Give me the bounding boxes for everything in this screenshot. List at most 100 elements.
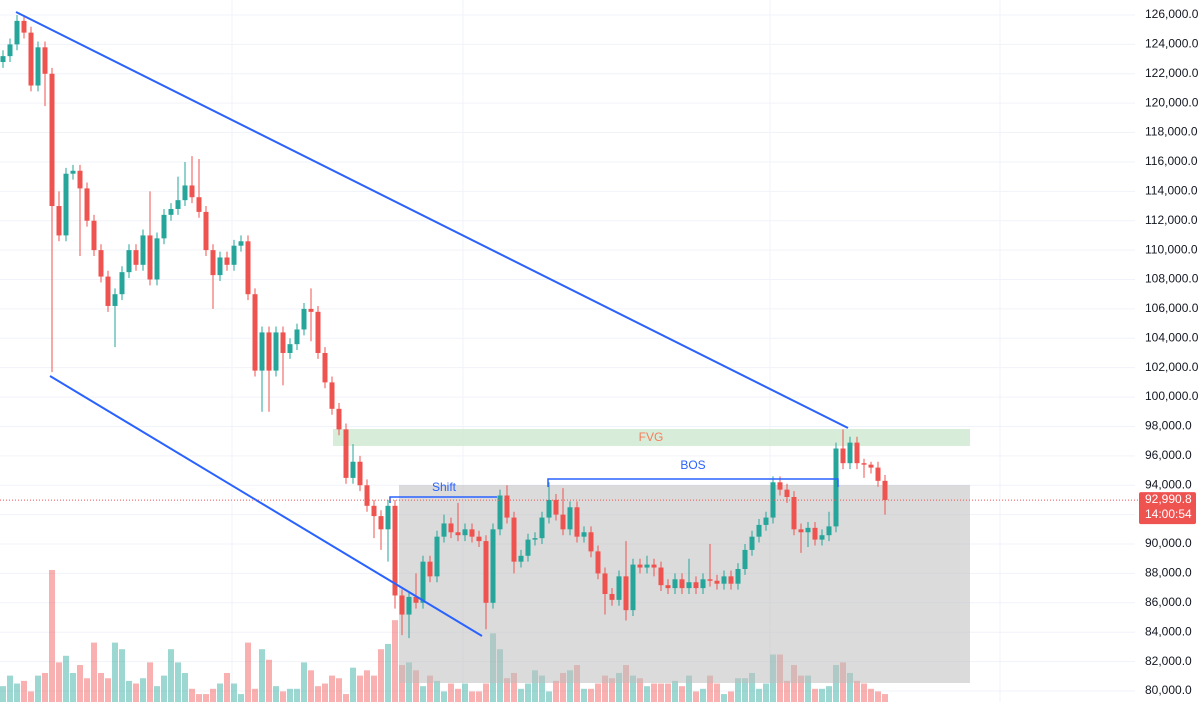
- volume-bar: [56, 662, 62, 702]
- candle-body: [357, 461, 363, 486]
- candle-body: [154, 238, 160, 280]
- volume-bar: [259, 649, 265, 702]
- volume-bar: [175, 662, 181, 702]
- y-tick-label: 122,000.0: [1145, 66, 1199, 80]
- volume-bar: [308, 670, 314, 702]
- volume-bar: [532, 670, 538, 702]
- candle-body: [805, 527, 811, 533]
- y-tick-label: 98,000.0: [1145, 419, 1192, 433]
- volume-bar: [644, 686, 650, 702]
- candle-body: [644, 564, 650, 568]
- candle-body: [770, 482, 776, 518]
- volume-bar: [7, 675, 13, 702]
- candle-body: [441, 523, 447, 537]
- candle-body: [364, 485, 370, 506]
- bos-label: BOS: [680, 458, 705, 472]
- volume-bar: [427, 675, 433, 702]
- candle-body: [0, 56, 6, 63]
- candle-body: [679, 579, 685, 589]
- volume-bar: [609, 678, 615, 702]
- volume-bar: [742, 678, 748, 702]
- candle-body: [91, 220, 97, 251]
- candle-body: [273, 332, 279, 371]
- candle-body: [672, 579, 678, 589]
- candle-body: [448, 523, 454, 533]
- candle-body: [497, 495, 503, 530]
- candle-body: [427, 561, 433, 577]
- volume-bar: [273, 686, 279, 702]
- upper-trendline: [15, 11, 849, 429]
- volume-bar: [385, 643, 391, 702]
- volume-bar: [42, 672, 48, 702]
- candle-body: [875, 467, 881, 481]
- candle-body: [343, 429, 349, 478]
- volume-bar: [812, 688, 818, 702]
- candle-body: [504, 495, 510, 518]
- volume-bar: [756, 688, 762, 702]
- volume-bar: [693, 691, 699, 702]
- volume-bar: [763, 683, 769, 702]
- candle-body: [266, 332, 272, 371]
- volume-bar: [665, 683, 671, 702]
- y-tick-label: 96,000.0: [1145, 448, 1192, 462]
- candle-body: [868, 464, 874, 468]
- volume-bar: [357, 675, 363, 702]
- volume-bar: [854, 680, 860, 702]
- volume-bar: [504, 678, 510, 702]
- candle-body: [7, 44, 13, 57]
- candle-body: [665, 585, 671, 589]
- volume-bar: [399, 665, 405, 702]
- candle-body: [574, 507, 580, 537]
- volume-bar: [105, 678, 111, 702]
- volume-bar: [560, 672, 566, 702]
- candle-body: [819, 535, 825, 540]
- y-tick-label: 126,000.0: [1145, 7, 1199, 21]
- candle-body: [126, 250, 132, 273]
- candle-body: [14, 20, 20, 45]
- candle-body: [742, 549, 748, 570]
- volume-bar: [70, 672, 76, 702]
- volume-bar: [637, 678, 643, 702]
- candle-body: [609, 593, 615, 600]
- candle-body: [707, 579, 713, 581]
- candle-body: [105, 276, 111, 306]
- volume-bar: [203, 694, 209, 702]
- candle-body: [322, 352, 328, 383]
- candle-body: [119, 272, 125, 295]
- candle-body: [371, 505, 377, 517]
- candle-body: [462, 529, 468, 536]
- volume-bar: [735, 678, 741, 702]
- candle-body: [77, 170, 83, 189]
- candle-body: [511, 517, 517, 562]
- y-tick-label: 80,000.0: [1145, 683, 1192, 697]
- volume-bar: [434, 680, 440, 702]
- y-tick-label: 114,000.0: [1145, 184, 1198, 198]
- volume-bar: [112, 642, 118, 702]
- candle-body: [238, 241, 244, 246]
- candle-layer: [0, 14, 888, 639]
- y-tick-label: 118,000.0: [1145, 125, 1198, 139]
- volume-bar: [224, 672, 230, 702]
- volume-bar: [476, 691, 482, 702]
- candle-body: [602, 573, 608, 594]
- volume-bar: [189, 688, 195, 702]
- candle-body: [476, 536, 482, 542]
- candle-body: [490, 529, 496, 603]
- candle-body: [56, 206, 62, 236]
- volume-bar: [511, 672, 517, 702]
- candle-body: [308, 308, 314, 312]
- volume-bar: [861, 683, 867, 702]
- y-tick-label: 102,000.0: [1145, 360, 1199, 374]
- y-tick-label: 94,000.0: [1145, 477, 1192, 491]
- volume-bar: [700, 688, 706, 702]
- volume-bar: [168, 649, 174, 702]
- candle-body: [21, 20, 27, 33]
- candle-body: [553, 499, 559, 515]
- volume-bar: [322, 683, 328, 702]
- volume-bar: [126, 680, 132, 702]
- shift-label: Shift: [432, 480, 457, 494]
- volume-bar: [364, 670, 370, 702]
- volume-bar: [798, 675, 804, 702]
- volume-bar: [462, 683, 468, 702]
- candle-body: [112, 294, 118, 306]
